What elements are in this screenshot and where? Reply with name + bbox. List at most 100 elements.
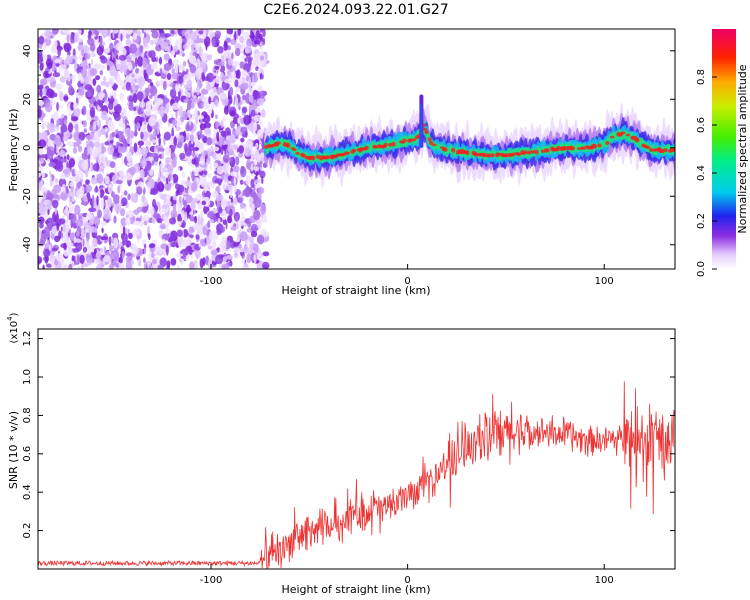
ridge-dot (465, 150, 470, 155)
noise-speckle (230, 70, 236, 82)
noise-speckle (184, 84, 188, 89)
ridge-dot (570, 146, 575, 151)
noise-speckle (207, 221, 211, 229)
noise-speckle (162, 80, 167, 91)
noise-speckle (77, 263, 80, 269)
noise-speckle (115, 179, 123, 185)
noise-speckle (226, 37, 231, 43)
noise-speckle (214, 30, 222, 38)
noise-speckle (166, 260, 171, 268)
noise-speckle (151, 252, 155, 258)
noise-speckle (191, 171, 195, 182)
noise-speckle (183, 98, 190, 103)
noise-speckle (144, 139, 150, 147)
noise-speckle (186, 204, 191, 214)
noise-speckle (241, 216, 246, 221)
noise-speckle (184, 247, 190, 256)
noise-speckle (188, 144, 195, 152)
noise-speckle (259, 55, 265, 61)
noise-speckle (182, 170, 185, 179)
noise-speckle (241, 259, 245, 264)
noise-speckle (51, 247, 58, 252)
noise-speckle (136, 235, 142, 240)
noise-speckle (224, 127, 232, 139)
noise-speckle (63, 222, 66, 233)
noise-speckle (253, 158, 256, 165)
noise-speckle (110, 260, 118, 267)
noise-speckle (207, 149, 212, 155)
noise-speckle (194, 262, 198, 269)
noise-speckle (248, 94, 254, 103)
noise-speckle (228, 103, 231, 112)
noise-speckle (82, 194, 88, 203)
noise-speckle (77, 145, 83, 152)
x-tick-label: 100 (595, 276, 614, 287)
noise-speckle (205, 41, 208, 51)
noise-speckle (176, 229, 183, 237)
noise-speckle (245, 175, 251, 185)
noise-speckle (259, 203, 267, 215)
ridge-dot (402, 138, 407, 143)
ridge-dot (609, 135, 615, 139)
noise-speckle (243, 187, 251, 197)
noise-speckle (93, 120, 97, 130)
noise-speckle (240, 166, 247, 178)
noise-speckle (94, 63, 102, 69)
noise-speckle (238, 105, 241, 111)
noise-speckle (212, 152, 217, 160)
y-multiplier-base: (x10 (9, 321, 20, 344)
noise-speckle (206, 72, 215, 83)
noise-speckle (238, 145, 244, 154)
noise-speckle (90, 42, 96, 52)
noise-speckle (158, 105, 166, 116)
noise-speckle (256, 171, 259, 176)
noise-speckle (60, 124, 68, 133)
ridge-dot (646, 146, 651, 149)
noise-speckle (241, 202, 246, 210)
colorbar-tick-label: 0.0 (696, 261, 707, 277)
noise-speckle (222, 263, 230, 269)
noise-speckle (141, 206, 148, 214)
noise-speckle (176, 75, 179, 86)
ridge-dot (364, 145, 369, 150)
noise-speckle (119, 169, 124, 177)
noise-speckle (38, 139, 47, 148)
noise-speckle (48, 162, 56, 168)
noise-speckle (220, 60, 225, 66)
noise-speckle (84, 53, 91, 60)
noise-speckle (210, 101, 215, 110)
noise-speckle (165, 156, 172, 163)
noise-speckle (180, 137, 185, 144)
noise-speckle (66, 78, 73, 86)
noise-speckle (96, 195, 99, 206)
noise-speckle (52, 29, 59, 35)
noise-speckle (45, 263, 53, 268)
noise-speckle (143, 220, 148, 226)
noise-speckle (118, 261, 125, 269)
noise-speckle (234, 43, 242, 51)
noise-speckle (130, 192, 134, 203)
noise-speckle (122, 108, 127, 117)
noise-speckle (179, 152, 186, 160)
noise-speckle (196, 58, 201, 68)
noise-speckle (222, 184, 227, 190)
noise-speckle (235, 87, 241, 92)
noise-speckle (110, 95, 114, 106)
noise-speckle (177, 167, 181, 172)
noise-speckle (66, 141, 74, 147)
noise-speckle (250, 230, 258, 238)
noise-speckle (172, 203, 177, 212)
noise-speckle (186, 101, 192, 111)
noise-speckle (82, 120, 87, 128)
noise-speckle (251, 203, 255, 214)
noise-speckle (147, 63, 152, 71)
noise-speckle (203, 29, 206, 40)
noise-speckle (73, 60, 78, 72)
noise-speckle (256, 98, 265, 106)
noise-speckle (120, 47, 127, 57)
noise-speckle (243, 263, 248, 268)
ridge-dot (276, 141, 281, 145)
noise-speckle (98, 190, 101, 198)
noise-speckle (131, 73, 135, 78)
noise-speckle (177, 203, 182, 214)
